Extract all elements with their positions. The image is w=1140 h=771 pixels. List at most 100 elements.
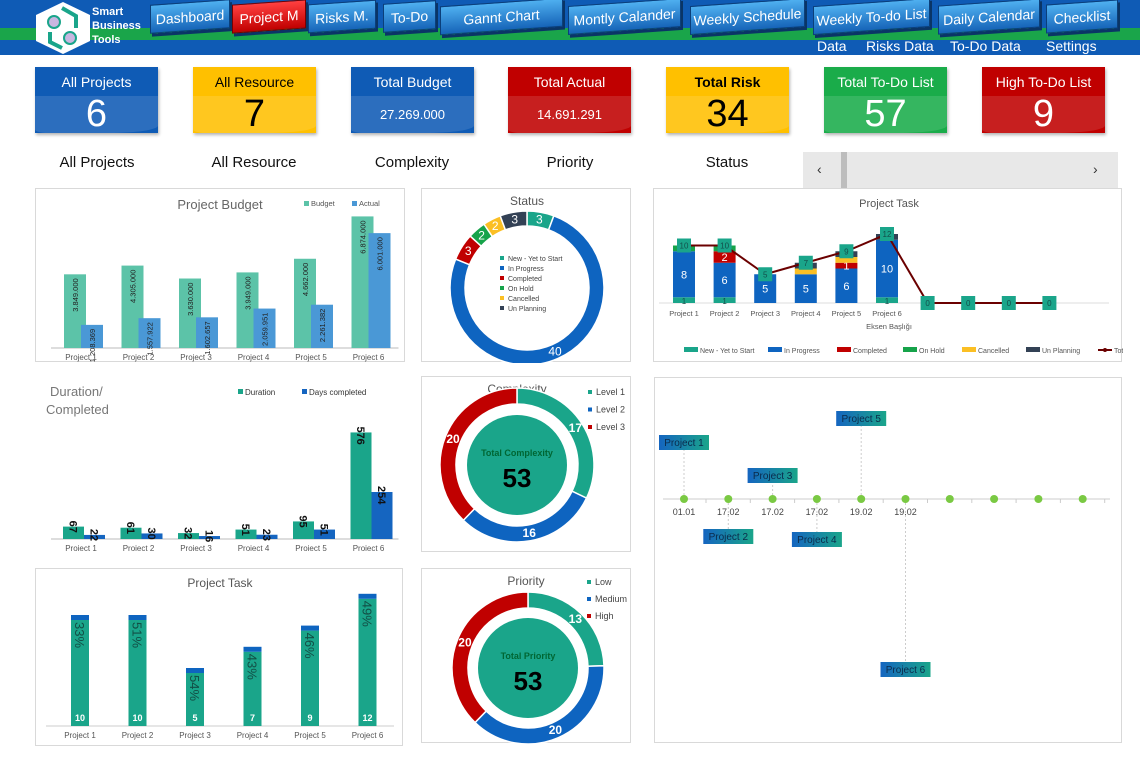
- segment-label: 8: [681, 269, 687, 281]
- bar-days-completed: [314, 529, 335, 539]
- legend-label: High: [595, 611, 614, 621]
- project-label: Project 5: [841, 414, 881, 425]
- bar-actual: [81, 324, 103, 348]
- kpi-label: Total Budget: [373, 73, 452, 90]
- nav-tab-to-do[interactable]: To-Do: [383, 0, 436, 33]
- total-label: 5: [763, 270, 768, 279]
- segment-new-yet-to-start: [876, 297, 898, 303]
- kpi-label: Total To-Do List: [837, 73, 934, 90]
- kpi-label: All Resource: [214, 73, 295, 90]
- project-label: Project 2: [709, 532, 749, 543]
- percent-label: 49%: [360, 601, 375, 627]
- nav-tab-risks-m[interactable]: Risks M.: [308, 0, 376, 34]
- kpi-value: 6: [35, 93, 158, 135]
- data-label: 3.849.000: [71, 278, 80, 311]
- bar-tasks: [243, 651, 262, 726]
- legend-label: Level 1: [596, 387, 625, 397]
- legend-swatch: [500, 286, 504, 290]
- filter-all-resource[interactable]: All Resource: [211, 154, 297, 171]
- scroll-right-button[interactable]: ›: [1093, 161, 1098, 177]
- nav-tab-project-m[interactable]: Project M: [232, 0, 306, 34]
- kpi-card-total-budget[interactable]: Total Budget 27.269.000: [351, 67, 474, 133]
- milestone-dot: [680, 495, 688, 503]
- total-line: [684, 232, 1050, 304]
- kpi-card-total-actual[interactable]: Total Actual 14.691.291: [508, 67, 631, 133]
- kpi-label: All Projects: [61, 73, 132, 90]
- category-label: Project 5: [295, 353, 327, 362]
- category-label: Project 4: [791, 309, 821, 318]
- link-risks-data[interactable]: Risks Data: [866, 38, 934, 54]
- legend-label: Budget: [311, 199, 336, 208]
- milestone-dot: [768, 495, 777, 503]
- legend-swatch: [587, 614, 591, 618]
- date-label: 01.01: [673, 507, 696, 517]
- category-label: Project 5: [295, 544, 327, 551]
- legend-swatch: [684, 347, 698, 352]
- project-budget-chart: 3.849.000 1.208.369 Project 1 4.305.000 1.55…: [35, 188, 405, 362]
- total-label: 7: [804, 259, 809, 268]
- legend-swatch: [352, 201, 357, 206]
- total-marker: [1001, 296, 1016, 310]
- legend-label: On Hold: [919, 348, 945, 355]
- link-to-do-data[interactable]: To-Do Data: [950, 38, 1021, 54]
- category-label: Project 1: [64, 731, 96, 740]
- total-label: 0: [925, 299, 930, 308]
- slicer-scrollbar[interactable]: ‹ ›: [803, 152, 1118, 188]
- legend-swatch: [587, 580, 591, 584]
- bar-actual: [138, 318, 161, 348]
- kpi-card-total-risk[interactable]: Total Risk 34: [666, 67, 789, 135]
- kpi-card-all-projects[interactable]: All Projects 6: [35, 67, 158, 135]
- link-settings[interactable]: Settings: [1046, 38, 1097, 54]
- percent-label: 51%: [130, 622, 145, 648]
- segment-completed: [835, 262, 858, 269]
- filter-complexity[interactable]: Complexity: [374, 154, 450, 171]
- milestone-dot: [812, 495, 821, 503]
- legend-label: In Progress: [508, 266, 544, 273]
- kpi-card-total-to-do-list[interactable]: Total To-Do List 57: [824, 67, 947, 135]
- logo-word: Business: [92, 20, 141, 32]
- scroll-thumb[interactable]: [841, 152, 847, 188]
- bar-budget: [121, 265, 144, 348]
- filter-priority[interactable]: Priority: [546, 154, 594, 171]
- segment-label: 5: [762, 284, 768, 296]
- project-marker: [880, 662, 931, 677]
- link-data[interactable]: Data: [817, 38, 847, 54]
- category-label: Project 5: [832, 309, 862, 318]
- logo-word: Tools: [92, 34, 121, 46]
- scroll-left-button[interactable]: ‹: [817, 161, 822, 177]
- data-label: 1.557.922: [146, 322, 155, 355]
- filter-all-projects[interactable]: All Projects: [59, 154, 135, 171]
- slice-un-planning: [499, 210, 528, 231]
- data-label: 51: [239, 524, 251, 536]
- nav-tab-dashboard[interactable]: Dashboard: [150, 0, 230, 34]
- segment-in-progress: [673, 251, 695, 298]
- slice-value: 20: [458, 635, 472, 649]
- legend-label: In Progress: [784, 348, 820, 355]
- data-label: 3.949.000: [244, 276, 253, 309]
- filter-status[interactable]: Status: [705, 154, 749, 171]
- bar-tasks: [186, 673, 204, 726]
- data-label: 51: [318, 524, 330, 536]
- project-task-stacked-chart: Project Task 1 8 1 6 2 5 5 6 1 1 10 10 10 5 7 9 12 0 0 0 0 Pro…: [653, 188, 1129, 362]
- nav-tab-checklist[interactable]: Checklist: [1046, 0, 1118, 34]
- data-label: 32: [182, 527, 194, 539]
- project-marker: [659, 435, 709, 450]
- segment-cancelled: [835, 257, 858, 263]
- milestone-dot: [724, 495, 733, 503]
- segment-in-progress: [835, 268, 858, 303]
- project-label: Project 1: [664, 438, 704, 449]
- data-label: 4.305.000: [129, 270, 138, 303]
- percent-label: 43%: [245, 654, 260, 680]
- kpi-value: 27.269.000: [351, 96, 474, 133]
- value-label: 9: [307, 713, 312, 723]
- kpi-card-high-to-do-list[interactable]: High To-Do List 9: [982, 67, 1105, 135]
- segment-in-progress: [876, 239, 898, 298]
- kpi-card-all-resource[interactable]: All Resource 7: [193, 67, 316, 135]
- category-label: Project 2: [710, 309, 740, 318]
- timeline-chart: 01.01 17.02 17.02 17.02 19.02 19.02 Project 1 P…: [654, 377, 1122, 743]
- category-label: Project 2: [123, 353, 155, 362]
- legend-label: Un Planning: [1042, 348, 1080, 355]
- category-label: Project 6: [353, 353, 385, 362]
- date-label: 19.02: [850, 507, 873, 517]
